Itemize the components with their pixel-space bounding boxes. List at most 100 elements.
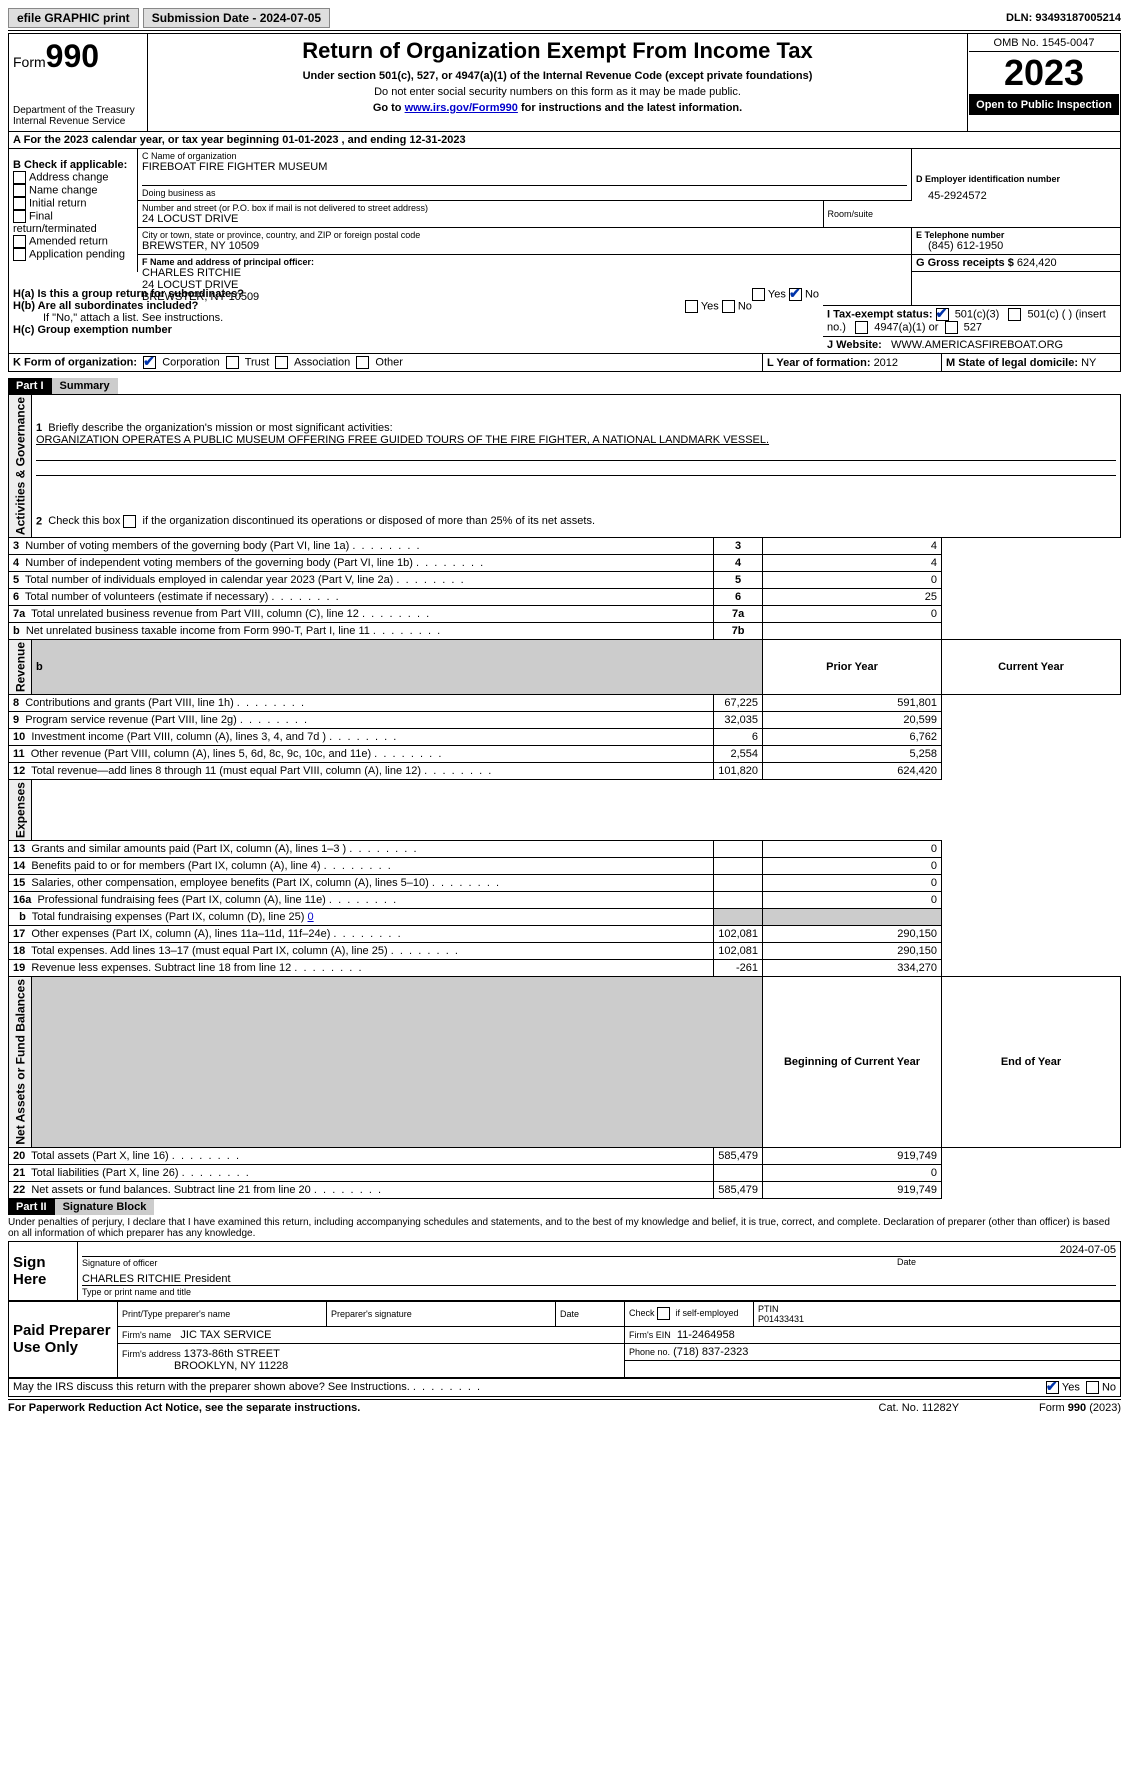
line-14-current: 0 bbox=[763, 858, 942, 875]
h-c-exemption: H(c) Group exemption number bbox=[13, 324, 819, 336]
line-20-end: 919,749 bbox=[763, 1147, 942, 1164]
telephone-label: E Telephone number bbox=[916, 230, 1116, 240]
dln-label: DLN: 93493187005214 bbox=[1006, 12, 1121, 24]
checkbox-ha-no[interactable] bbox=[789, 288, 802, 301]
tax-year: 2023 bbox=[969, 52, 1119, 94]
checkbox-name-change[interactable]: Name change bbox=[13, 184, 133, 197]
line-20: 20 Total assets (Part X, line 16) bbox=[9, 1147, 714, 1164]
line-3: 3 Number of voting members of the govern… bbox=[9, 538, 714, 555]
paid-preparer-block: Paid Preparer Use Only Print/Type prepar… bbox=[8, 1301, 1121, 1378]
row-a-tax-year: A For the 2023 calendar year, or tax yea… bbox=[9, 132, 1121, 149]
checkbox-final-return[interactable]: Final return/terminated bbox=[13, 210, 133, 235]
checkbox-discuss-no[interactable] bbox=[1086, 1381, 1099, 1394]
form-number: Form990 bbox=[13, 38, 143, 75]
line-11-current: 5,258 bbox=[763, 746, 942, 763]
topbar: efile GRAPHIC print Submission Date - 20… bbox=[8, 8, 1121, 31]
checkbox-hb-no[interactable] bbox=[722, 300, 735, 313]
checkbox-4947[interactable] bbox=[855, 321, 868, 334]
line-14: 14 Benefits paid to or for members (Part… bbox=[9, 858, 714, 875]
line-18-current: 290,150 bbox=[763, 943, 942, 960]
line-11-prior: 2,554 bbox=[714, 746, 763, 763]
line-12: 12 Total revenue—add lines 8 through 11 … bbox=[9, 763, 714, 780]
checkbox-address-change[interactable]: Address change bbox=[13, 171, 133, 184]
part1-table: Activities & Governance 1 Briefly descri… bbox=[8, 394, 1121, 1199]
checkbox-initial-return[interactable]: Initial return bbox=[13, 197, 133, 210]
checkbox-other[interactable] bbox=[356, 356, 369, 369]
sign-here-label: Sign Here bbox=[9, 1241, 78, 1300]
line-4-box: 4 bbox=[714, 555, 763, 572]
submission-date-button[interactable]: Submission Date - 2024-07-05 bbox=[143, 8, 330, 28]
line-17: 17 Other expenses (Part IX, column (A), … bbox=[9, 926, 714, 943]
line-21-end: 0 bbox=[763, 1164, 942, 1181]
checkbox-trust[interactable] bbox=[226, 356, 239, 369]
line-8-prior: 67,225 bbox=[714, 695, 763, 712]
checkbox-amended-return[interactable]: Amended return bbox=[13, 235, 133, 248]
line-12-prior: 101,820 bbox=[714, 763, 763, 780]
row-i-label: I Tax-exempt status: bbox=[827, 308, 933, 320]
org-name: FIREBOAT FIRE FIGHTER MUSEUM bbox=[142, 161, 907, 173]
line-22: 22 Net assets or fund balances. Subtract… bbox=[9, 1181, 714, 1198]
form-subtitle: Under section 501(c), 527, or 4947(a)(1)… bbox=[152, 70, 963, 82]
form-header: Form990 Department of the Treasury Inter… bbox=[8, 33, 1121, 132]
checkbox-self-employed[interactable] bbox=[657, 1307, 670, 1320]
line-12-current: 624,420 bbox=[763, 763, 942, 780]
checkbox-hb-yes[interactable] bbox=[685, 300, 698, 313]
line-18-prior: 102,081 bbox=[714, 943, 763, 960]
checkbox-corporation[interactable] bbox=[143, 356, 156, 369]
row-l-year: L Year of formation: 2012 bbox=[763, 354, 942, 372]
section-label-netassets: Net Assets or Fund Balances bbox=[9, 977, 32, 1148]
instructions-link[interactable]: www.irs.gov/Form990 bbox=[405, 102, 518, 114]
website-value: WWW.AMERICASFIREBOAT.ORG bbox=[891, 339, 1063, 351]
gross-receipts-label: G Gross receipts $ bbox=[916, 257, 1017, 269]
phone-label: Phone no. bbox=[629, 1347, 670, 1357]
cat-no: Cat. No. 11282Y bbox=[879, 1402, 960, 1414]
q2-label: Check this box if the organization disco… bbox=[48, 515, 595, 527]
checkbox-association[interactable] bbox=[275, 356, 288, 369]
city-label: City or town, state or province, country… bbox=[142, 230, 907, 240]
line-5: 5 Total number of individuals employed i… bbox=[9, 572, 714, 589]
gross-receipts-value: 624,420 bbox=[1017, 257, 1057, 269]
line-7a-box: 7a bbox=[714, 606, 763, 623]
line-10-prior: 6 bbox=[714, 729, 763, 746]
line-13-prior bbox=[714, 841, 763, 858]
ptin-cell: PTINP01433431 bbox=[754, 1301, 1121, 1326]
section-label-governance: Activities & Governance bbox=[9, 395, 32, 538]
line-8: 8 Contributions and grants (Part VIII, l… bbox=[9, 695, 714, 712]
line-19-prior: -261 bbox=[714, 960, 763, 977]
q1-label: Briefly describe the organization's miss… bbox=[48, 422, 392, 434]
perjury-statement: Under penalties of perjury, I declare th… bbox=[8, 1215, 1121, 1241]
firm-ein-label: Firm's EIN bbox=[629, 1330, 671, 1340]
efile-print-button[interactable]: efile GRAPHIC print bbox=[8, 8, 139, 28]
firm-ein: 11-2464958 bbox=[677, 1329, 735, 1341]
instructions-note: Go to www.irs.gov/Form990 for instructio… bbox=[152, 102, 963, 114]
line-15-current: 0 bbox=[763, 875, 942, 892]
open-inspection-badge: Open to Public Inspection bbox=[969, 94, 1119, 115]
checkbox-501c3[interactable] bbox=[936, 308, 949, 321]
row-k-form-org: K Form of organization: Corporation Trus… bbox=[9, 354, 763, 372]
line-21-beginning bbox=[714, 1164, 763, 1181]
net-header-blank bbox=[32, 977, 763, 1148]
form-title: Return of Organization Exempt From Incom… bbox=[152, 38, 963, 64]
line-21: 21 Total liabilities (Part X, line 26) bbox=[9, 1164, 714, 1181]
checkbox-ha-yes[interactable] bbox=[752, 288, 765, 301]
line-10: 10 Investment income (Part VIII, column … bbox=[9, 729, 714, 746]
checkbox-application-pending[interactable]: Application pending bbox=[13, 248, 133, 261]
checkbox-527[interactable] bbox=[945, 321, 958, 334]
section-label-revenue: Revenue bbox=[9, 640, 32, 695]
line-7a-value: 0 bbox=[763, 606, 942, 623]
ssn-note: Do not enter social security numbers on … bbox=[152, 86, 963, 98]
prep-sig-label: Preparer's signature bbox=[327, 1301, 556, 1326]
firm-addr2: BROOKLYN, NY 11228 bbox=[174, 1360, 288, 1372]
checkbox-501c[interactable] bbox=[1008, 308, 1021, 321]
omb-number: OMB No. 1545-0047 bbox=[969, 35, 1119, 52]
line-3-box: 3 bbox=[714, 538, 763, 555]
line-22-beginning: 585,479 bbox=[714, 1181, 763, 1198]
checkbox-discontinued[interactable] bbox=[123, 515, 136, 528]
line-19-current: 334,270 bbox=[763, 960, 942, 977]
h-b-subordinates: H(b) Are all subordinates included? Yes … bbox=[13, 300, 819, 312]
line-b-box: 7b bbox=[714, 623, 763, 640]
line-15-prior bbox=[714, 875, 763, 892]
firm-name: JIC TAX SERVICE bbox=[180, 1329, 271, 1341]
checkbox-discuss-yes[interactable] bbox=[1046, 1381, 1059, 1394]
line-20-beginning: 585,479 bbox=[714, 1147, 763, 1164]
